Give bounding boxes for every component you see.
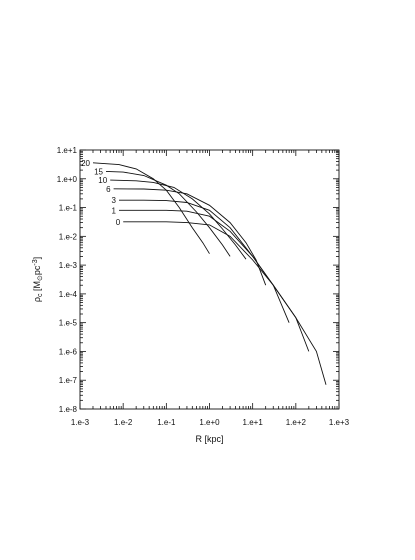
- y-axis-title: ρc [M⊙pc-3]: [32, 257, 44, 302]
- y-tick-label: 1.e+0: [57, 175, 78, 184]
- y-tick-label: 1.e-4: [59, 290, 78, 299]
- y-axis-title-unit-open: [M: [32, 281, 42, 294]
- series-label-3: 3: [112, 196, 117, 205]
- series-line-20: [92, 162, 210, 254]
- y-tick-label: 1.e-5: [59, 319, 78, 328]
- axis-ticks: [79, 149, 340, 410]
- series-label-1: 1: [112, 206, 117, 215]
- y-tick-label: 1.e-2: [59, 232, 78, 241]
- series-label-10: 10: [98, 176, 107, 185]
- series-line-3: [119, 199, 290, 323]
- x-tick-label: 1.e+1: [243, 418, 264, 427]
- y-tick-labels: 1.e+1 1.e+0 1.e-1 1.e-2 1.e-3 1.e-4 1.e-5 1.e-6…: [57, 146, 78, 414]
- x-tick-label: 1.e+2: [286, 418, 307, 427]
- series-label-20: 20: [81, 159, 90, 168]
- series-curves: [92, 162, 327, 385]
- series-label-6: 6: [106, 185, 111, 194]
- series-line-10: [110, 179, 247, 260]
- series-label-0: 0: [116, 218, 121, 227]
- y-tick-label: 1.e-1: [59, 204, 78, 213]
- x-tick-label: 1.e-2: [114, 418, 133, 427]
- x-tick-label: 1.e-3: [71, 418, 90, 427]
- series-line-15: [105, 170, 231, 257]
- y-tick-label: 1.e-6: [59, 347, 78, 356]
- sun-symbol: ⊙: [37, 275, 44, 281]
- x-tick-label: 1.e-1: [157, 418, 176, 427]
- series-label-15: 15: [94, 167, 103, 176]
- y-axis-title-prefix: ρ: [32, 297, 42, 302]
- series-line-0: [123, 221, 327, 385]
- x-tick-label: 1.e+0: [199, 418, 220, 427]
- y-tick-label: 1.e-3: [59, 261, 78, 270]
- y-tick-label: 1.e-8: [59, 405, 78, 414]
- y-axis-title-unit-mid: pc: [32, 265, 42, 275]
- x-axis-title: R [kpc]: [195, 434, 223, 444]
- y-axis-title-unit-sup: -3: [32, 259, 39, 265]
- x-tick-labels: 1.e-3 1.e-2 1.e-1 1.e+0 1.e+1 1.e+2 1.e+3: [71, 418, 350, 427]
- y-tick-label: 1.e+1: [57, 146, 78, 155]
- series-line-1: [119, 209, 310, 352]
- series-line-6: [113, 188, 267, 286]
- y-tick-label: 1.e-7: [59, 376, 78, 385]
- x-tick-label: 1.e+3: [329, 418, 350, 427]
- y-axis-title-unit-close: ]: [32, 257, 42, 260]
- y-axis-title-subscript: c: [37, 293, 44, 297]
